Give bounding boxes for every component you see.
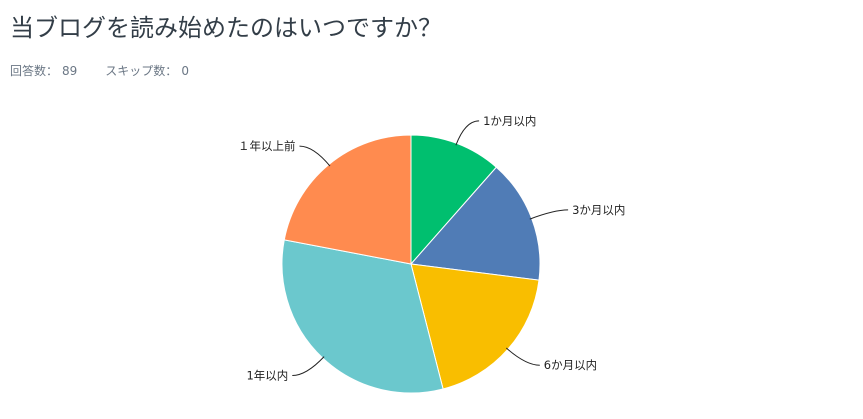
skipped-label: スキップ数：	[105, 64, 178, 78]
response-stats: 回答数： 89 スキップ数： 0	[10, 62, 193, 79]
leader-line	[455, 120, 480, 146]
slice-label: 6か月以内	[544, 358, 597, 372]
slice-label: 1か月以内	[483, 114, 536, 128]
slice-label: 1年以内	[246, 369, 288, 383]
leader-line	[299, 145, 331, 167]
skipped-count: 0	[181, 64, 189, 78]
slice-label: １年以上前	[238, 139, 296, 153]
leader-line	[505, 347, 540, 366]
leader-line	[529, 209, 569, 220]
page-title: 当ブログを読み始めたのはいつですか？	[10, 14, 442, 42]
answered-label: 回答数：	[10, 64, 59, 78]
answered-count: 89	[62, 64, 78, 78]
leader-line	[292, 356, 325, 376]
slice-label: 3か月以内	[572, 203, 625, 217]
